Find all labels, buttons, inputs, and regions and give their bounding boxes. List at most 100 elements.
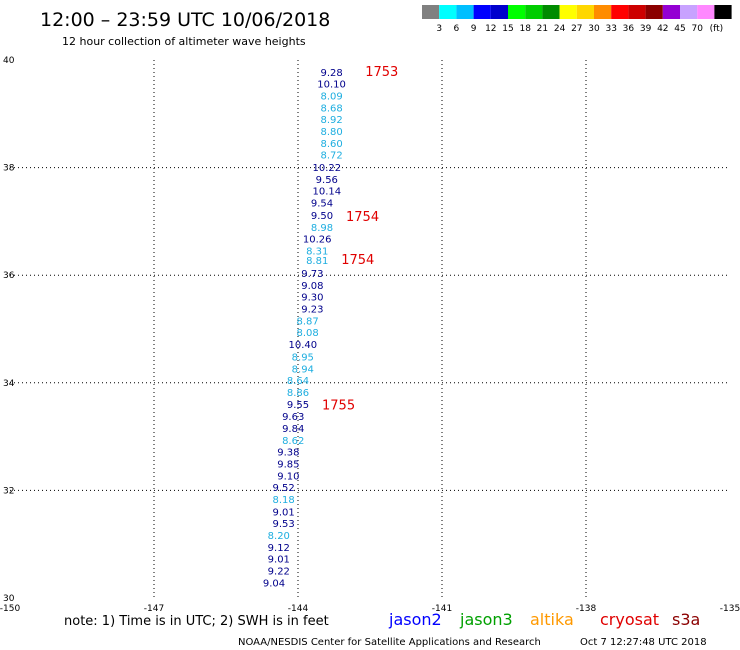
scale-label: 21 — [537, 24, 548, 34]
scale-swatch — [697, 5, 715, 19]
swh-value: 9.63 — [282, 412, 304, 423]
x-tick-label: -135 — [720, 604, 740, 614]
y-tick-label: 36 — [3, 271, 15, 281]
scale-label: 12 — [485, 24, 496, 34]
scale-label: 15 — [502, 24, 513, 34]
scale-swatch — [559, 5, 577, 19]
scale-swatch — [628, 5, 646, 19]
scale-label: 30 — [588, 24, 600, 34]
y-tick-label: 32 — [3, 486, 14, 496]
scale-label: 24 — [554, 24, 566, 34]
x-tick-label: -141 — [432, 604, 452, 614]
x-tick-label: -138 — [576, 604, 597, 614]
footer-note: note: 1) Time is in UTC; 2) SWH is in fe… — [64, 614, 329, 629]
swh-value: 8.68 — [320, 103, 342, 114]
swh-value: 9.38 — [277, 448, 299, 459]
swh-value: 8.92 — [320, 115, 342, 126]
scale-swatch — [662, 5, 680, 19]
swh-value: 9.12 — [268, 543, 290, 554]
scale-label: 36 — [623, 24, 635, 34]
scale-swatch — [714, 5, 732, 19]
y-tick-label: 30 — [3, 594, 15, 604]
scale-swatch — [456, 5, 474, 19]
swh-value: 9.56 — [316, 175, 338, 186]
scale-label: 18 — [519, 24, 531, 34]
x-tick-label: -144 — [288, 604, 309, 614]
swh-value: 10.40 — [288, 340, 317, 351]
swh-value: 9.30 — [301, 293, 323, 304]
swh-value: 8.98 — [311, 223, 333, 234]
scale-swatch — [680, 5, 698, 19]
swh-value: 8.09 — [320, 92, 342, 103]
swh-value: 9.50 — [311, 211, 333, 222]
y-tick-label: 38 — [3, 164, 15, 174]
swh-value: 8.20 — [268, 531, 290, 542]
scale-swatch — [473, 5, 491, 19]
scale-swatch — [576, 5, 594, 19]
scale-swatch — [594, 5, 612, 19]
color-scale: 3 6 9 12 15 18 21 24 27 30 33 36 39 42 45 70 (ft) — [422, 5, 732, 34]
scale-swatch — [490, 5, 508, 19]
scale-label: 70 — [691, 24, 703, 34]
swh-points: 9.2810.108.098.688.928.808.608.7210.229.… — [263, 68, 346, 590]
scale-swatch — [645, 5, 663, 19]
pass-time-label: 1755 — [322, 398, 355, 413]
swh-value: 8.72 — [320, 151, 342, 162]
satellite-legend-cryosat: cryosat — [600, 610, 659, 629]
swh-value: 10.14 — [312, 187, 341, 198]
scale-swatch — [422, 5, 440, 19]
scale-label: 3 — [436, 24, 442, 34]
swh-value: 9.22 — [268, 567, 290, 578]
swh-value: 10.10 — [317, 80, 346, 91]
scale-label: 33 — [605, 24, 616, 34]
scale-swatch — [508, 5, 526, 19]
time-labels: 1753 1754 1754 1755 — [322, 65, 398, 414]
swh-value: 8.87 — [296, 316, 318, 327]
satellite-legend: jason2 jason3 altika cryosat s3a — [388, 610, 700, 629]
swh-value: 9.84 — [282, 424, 304, 435]
chart-subtitle: 12 hour collection of altimeter wave hei… — [62, 35, 306, 48]
swh-value: 8.62 — [282, 436, 304, 447]
scale-label: 27 — [571, 24, 582, 34]
swh-value: 9.01 — [268, 555, 290, 566]
pass-time-label: 1754 — [346, 210, 379, 225]
pass-time-label: 1753 — [365, 65, 398, 80]
swh-value: 8.95 — [292, 352, 314, 363]
swh-value: 8.94 — [292, 364, 314, 375]
swh-value: 9.28 — [320, 68, 342, 79]
scale-unit: (ft) — [710, 24, 724, 34]
swh-value: 8.08 — [296, 328, 318, 339]
swh-value: 8.86 — [287, 388, 309, 399]
scale-swatch — [439, 5, 457, 19]
swh-value: 9.10 — [277, 471, 299, 482]
y-tick-label: 34 — [3, 379, 15, 389]
swh-value: 9.01 — [272, 507, 294, 518]
satellite-legend-jason3: jason3 — [459, 610, 513, 629]
scale-label: 39 — [640, 24, 652, 34]
chart-title: 12:00 – 23:59 UTC 10/06/2018 — [40, 9, 330, 31]
y-tick-label: 40 — [3, 56, 15, 66]
swh-value: 9.08 — [301, 281, 323, 292]
swh-value: 10.22 — [312, 163, 341, 174]
swh-value: 8.64 — [287, 376, 309, 387]
swh-value: 9.55 — [287, 400, 309, 411]
swh-value: 8.81 — [306, 256, 328, 267]
swh-value: 9.73 — [301, 269, 323, 280]
footer-timestamp: Oct 7 12:27:48 UTC 2018 — [580, 637, 707, 648]
swh-value: 8.18 — [272, 495, 294, 506]
satellite-legend-jason2: jason2 — [388, 610, 442, 629]
axis-ticks: -150 -147 -144 -141 -138 -135 30 32 34 36 38 40 — [0, 56, 740, 614]
scale-swatch — [542, 5, 560, 19]
scale-label: 45 — [674, 24, 685, 34]
scale-label: 42 — [657, 24, 668, 34]
satellite-legend-s3a: s3a — [672, 610, 700, 629]
satellite-legend-altika: altika — [530, 610, 574, 629]
scale-label: 6 — [454, 24, 460, 34]
x-tick-label: -150 — [0, 604, 20, 614]
scale-swatch — [611, 5, 629, 19]
map-grid — [10, 60, 730, 598]
swh-value: 9.53 — [272, 519, 294, 530]
swh-value: 10.26 — [303, 235, 332, 246]
pass-time-label: 1754 — [341, 253, 374, 268]
